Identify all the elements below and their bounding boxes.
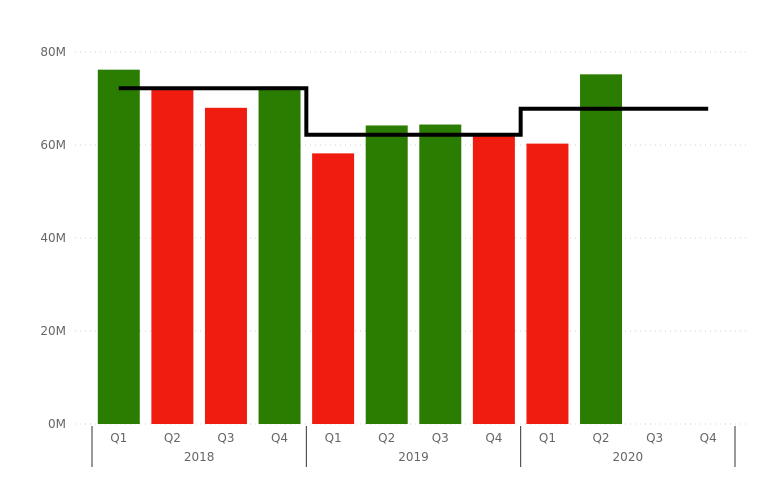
bar[interactable] bbox=[419, 124, 462, 424]
average-line-layer bbox=[118, 86, 709, 137]
x-tick-label: Q1 bbox=[325, 431, 342, 445]
bars-layer bbox=[97, 69, 623, 425]
y-tick-label: 80M bbox=[40, 45, 66, 59]
year-label: 2019 bbox=[398, 450, 429, 464]
x-tick-label: Q3 bbox=[646, 431, 663, 445]
x-tick-label: Q2 bbox=[164, 431, 181, 445]
bar[interactable] bbox=[365, 125, 408, 424]
bar[interactable] bbox=[258, 86, 301, 424]
y-tick-label: 0M bbox=[48, 417, 66, 431]
bar[interactable] bbox=[472, 135, 515, 424]
bar[interactable] bbox=[580, 74, 623, 424]
year-label: 2018 bbox=[184, 450, 215, 464]
x-tick-label: Q3 bbox=[432, 431, 449, 445]
x-tick-label: Q1 bbox=[110, 431, 127, 445]
x-tick-label: Q3 bbox=[217, 431, 234, 445]
bar[interactable] bbox=[97, 69, 140, 425]
x-tick-label: Q4 bbox=[700, 431, 717, 445]
year-label: 2020 bbox=[613, 450, 644, 464]
bar[interactable] bbox=[526, 143, 569, 425]
bar[interactable] bbox=[151, 89, 194, 424]
bar[interactable] bbox=[204, 107, 247, 425]
x-tick-label: Q4 bbox=[271, 431, 288, 445]
y-tick-label: 20M bbox=[40, 324, 66, 338]
y-tick-label: 40M bbox=[40, 231, 66, 245]
x-tick-label: Q1 bbox=[539, 431, 556, 445]
yearly-average-line bbox=[118, 86, 709, 137]
y-axis-ticks: 0M 20M 40M 60M 80M bbox=[40, 45, 66, 431]
bar[interactable] bbox=[312, 153, 355, 424]
y-tick-label: 60M bbox=[40, 138, 66, 152]
x-tick-label: Q2 bbox=[592, 431, 609, 445]
x-tick-label: Q2 bbox=[378, 431, 395, 445]
x-axis: Q1 Q2 Q3 Q4 Q1 Q2 Q3 Q4 Q1 Q2 Q3 Q4 2018 2019 2020 bbox=[91, 426, 736, 467]
x-tick-label: Q4 bbox=[485, 431, 502, 445]
